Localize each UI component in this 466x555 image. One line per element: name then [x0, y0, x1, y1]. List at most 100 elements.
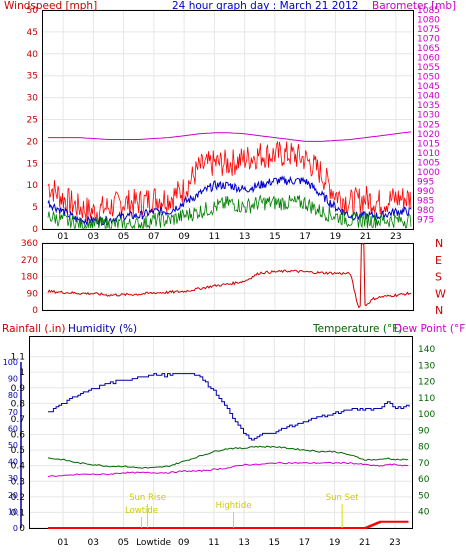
wind-x-tick: 01 [57, 232, 68, 242]
temperature-y-tick: 80 [418, 443, 430, 453]
wind-y-tick: 10 [27, 181, 39, 191]
barometer-y-tick: 985 [417, 196, 434, 206]
barometer-y-tick: 1005 [417, 158, 440, 168]
rain-y-tick: 0.1 [11, 508, 25, 518]
temperature-y-tick: 90 [418, 426, 430, 436]
lower-x-tick: Lowtide [136, 538, 171, 548]
sunrise-marker: Sun Rise [129, 493, 166, 503]
sunset-marker: Sun Set [326, 493, 359, 503]
temperature-y-tick: 50 [418, 491, 430, 501]
humidity-y-tick: 80 [8, 391, 18, 400]
windspeed-axis-label: Windspeed [mph] [4, 0, 97, 12]
lower-x-tick: 15 [269, 538, 280, 548]
barometer-y-tick: 1075 [417, 25, 440, 35]
temperature-y-tick: 120 [418, 378, 435, 388]
dewpoint-axis-label: Dew Point (°F) [394, 323, 466, 335]
lower-x-tick: 03 [88, 538, 99, 548]
direction-trace [47, 243, 412, 309]
rain-y-tick: 1 [19, 368, 25, 378]
chart-title: 24 hour graph day : March 21 2012 [172, 0, 358, 12]
gust-trace [47, 140, 412, 224]
humidity-y-tick: 20 [8, 491, 18, 500]
barometer-y-tick: 1030 [417, 111, 440, 121]
direction-plot-frame [42, 243, 414, 311]
wind-x-tick: 11 [209, 232, 220, 242]
rain-y-tick: 0.6 [11, 431, 26, 441]
wind-x-tick: 03 [88, 232, 99, 242]
barometer-y-tick: 1050 [417, 73, 440, 83]
temperature-y-tick: 130 [418, 361, 435, 371]
barometer-y-tick: 1035 [417, 101, 440, 111]
barometer-y-tick: 1045 [417, 82, 440, 92]
lower-x-tick: 17 [299, 538, 310, 548]
barometer-y-tick: 1065 [417, 44, 440, 54]
wind-series [47, 131, 412, 230]
wind-y-tick: 50 [27, 6, 39, 16]
humidity-y-tick: 0 [13, 524, 18, 533]
wind-x-tick: 17 [299, 232, 310, 242]
barometer-y-tick: 1080 [417, 16, 440, 26]
wind-grid [42, 9, 413, 230]
rain-y-tick: 0.3 [11, 477, 25, 487]
direction-y-tick: 0 [32, 306, 38, 316]
lower-x-tick: 09 [178, 538, 190, 548]
lower-x-tick: 23 [389, 538, 400, 548]
low-trace [47, 195, 412, 230]
wind-y-tick: 45 [27, 28, 38, 38]
lower-x-tick: 01 [57, 538, 68, 548]
direction-y-tick: 90 [27, 289, 39, 299]
wind-x-tick: 21 [360, 232, 371, 242]
barometer-y-tick: 1025 [417, 120, 440, 130]
lowtide-marker: Lowtide [125, 506, 158, 516]
temperature-y-tick: 70 [418, 459, 430, 469]
temperature-y-tick: 100 [418, 410, 435, 420]
direction-y-tick: 180 [21, 273, 38, 283]
barometer-y-tick: 1010 [417, 149, 440, 159]
temperature-y-tick: 110 [418, 394, 435, 404]
dewpoint-trace [47, 461, 409, 477]
wind-plot-frame [42, 10, 414, 230]
wind-y-tick: 25 [27, 116, 38, 126]
rain-trace [48, 520, 409, 529]
compass-tick: S [435, 271, 442, 284]
temperature-y-tick: 40 [418, 508, 430, 518]
direction-y-tick: 360 [21, 239, 38, 249]
rain-y-tick: 0.9 [11, 384, 26, 394]
lower-x-tick: 21 [359, 538, 370, 548]
wind-x-tick: 13 [239, 232, 250, 242]
direction-grid [42, 242, 413, 311]
wind-y-tick: 0 [32, 225, 38, 235]
humidity-y-tick: 40 [8, 458, 18, 467]
barometer-y-tick: 1040 [417, 92, 440, 102]
lower-x-tick: 05 [118, 538, 129, 548]
compass-tick: N [435, 237, 443, 250]
lower-series [47, 373, 410, 529]
temperature-y-tick: 60 [418, 475, 430, 485]
humidity-axis-label: Humidity (%) [68, 323, 137, 335]
barometer-axis-label: Barometer [mb] [372, 0, 456, 12]
barometer-y-tick: 1085 [417, 6, 440, 16]
direction-y-tick: 270 [21, 256, 38, 266]
barometer-trace [48, 131, 412, 142]
humidity-y-tick: 90 [8, 375, 18, 384]
lower-x-tick: 13 [238, 538, 249, 548]
rain-y-tick: 0.4 [11, 462, 26, 472]
hightide-marker: Hightide [216, 501, 252, 511]
barometer-y-tick: 980 [417, 206, 434, 216]
wind-y-tick: 40 [27, 50, 39, 60]
wind-x-tick: 23 [390, 232, 401, 242]
rainfall-axis-label: Rainfall (.in) [2, 323, 65, 335]
barometer-y-tick: 990 [417, 187, 434, 197]
compass-tick: W [435, 287, 446, 300]
rain-y-tick: 0.5 [11, 446, 25, 456]
barometer-y-tick: 995 [417, 177, 434, 187]
wind-y-tick: 30 [27, 94, 39, 104]
barometer-y-tick: 975 [417, 215, 434, 225]
wind-y-tick: 15 [27, 159, 38, 169]
humidity-y-tick: 50 [8, 441, 18, 450]
lower-x-tick: 19 [329, 538, 341, 548]
wind-y-tick: 20 [27, 137, 39, 147]
temperature-trace [47, 445, 409, 469]
humidity-y-tick: 100 [3, 358, 18, 367]
